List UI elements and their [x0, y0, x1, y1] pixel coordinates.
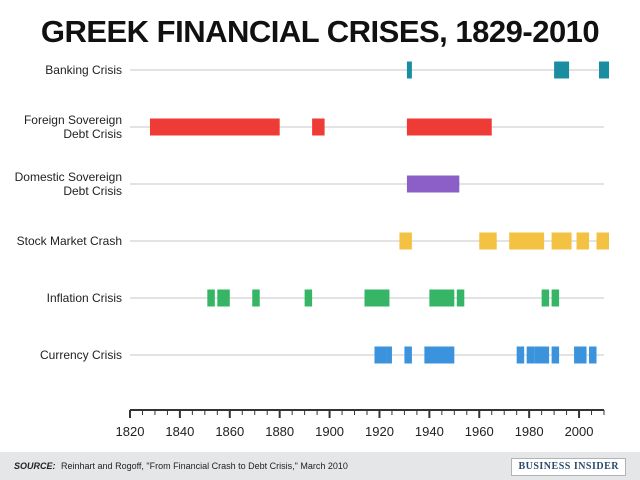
- series-label-line: Domestic Sovereign: [15, 170, 122, 184]
- crisis-period-bar: [509, 232, 545, 250]
- source-label: SOURCE:: [14, 461, 56, 471]
- series-label-line: Debt Crisis: [63, 184, 122, 198]
- crisis-period-bar: [312, 118, 325, 136]
- x-tick-label: 1860: [215, 424, 244, 439]
- crisis-period-bar: [596, 232, 609, 250]
- x-tick-label: 1840: [165, 424, 194, 439]
- series-label: Stock Market Crash: [17, 234, 122, 248]
- x-tick-label: 2000: [565, 424, 594, 439]
- crisis-period-bar: [386, 346, 392, 364]
- crisis-period-bar: [534, 346, 550, 364]
- source-note: SOURCE: Reinhart and Rogoff, "From Finan…: [14, 461, 348, 471]
- brand-logo: BUSINESS INSIDER: [511, 458, 626, 476]
- crisis-period-bar: [217, 289, 230, 307]
- crisis-period-bar: [479, 232, 497, 250]
- crisis-period-bar: [379, 289, 390, 307]
- crisis-period-bar: [424, 346, 455, 364]
- crisis-period-bar: [406, 61, 412, 79]
- crisis-period-bar: [399, 232, 412, 250]
- x-tick-label: 1820: [116, 424, 145, 439]
- crisis-period-bar: [554, 61, 570, 79]
- series-label-line: Foreign Sovereign: [24, 113, 122, 127]
- chart-title: GREEK FINANCIAL CRISES, 1829-2010: [40, 14, 600, 49]
- series-label-line: Stock Market Crash: [17, 234, 122, 248]
- crisis-period-bar: [576, 232, 590, 250]
- crisis-period-bar: [149, 118, 280, 136]
- crisis-period-bar: [541, 289, 550, 307]
- series-label-line: Banking Crisis: [45, 63, 122, 77]
- crisis-period-bar: [406, 175, 460, 193]
- crisis-period-bar: [526, 346, 535, 364]
- series-label-line: Inflation Crisis: [47, 291, 122, 305]
- series-label-line: Currency Crisis: [40, 348, 122, 362]
- crisis-period-bar: [252, 289, 260, 307]
- series-label: Banking Crisis: [45, 63, 122, 77]
- crisis-period-bar: [374, 346, 387, 364]
- crisis-period-bar: [551, 346, 560, 364]
- x-tick-label: 1960: [465, 424, 494, 439]
- crisis-period-bar: [364, 289, 380, 307]
- crisis-period-bar: [574, 346, 587, 364]
- crisis-period-bar: [404, 346, 412, 364]
- crisis-period-bar: [551, 289, 560, 307]
- crisis-period-bar: [429, 289, 455, 307]
- series-label-line: Debt Crisis: [63, 127, 122, 141]
- crisis-period-bar: [304, 289, 313, 307]
- series-label: Inflation Crisis: [47, 291, 122, 305]
- crisis-period-bar: [599, 61, 609, 79]
- crisis-period-bar: [551, 232, 572, 250]
- x-tick-label: 1920: [365, 424, 394, 439]
- x-tick-label: 1980: [515, 424, 544, 439]
- x-tick-label: 1900: [315, 424, 344, 439]
- source-citation: Reinhart and Rogoff, "From Financial Cra…: [61, 461, 348, 471]
- x-tick-label: 1880: [265, 424, 294, 439]
- crisis-period-bar: [456, 289, 465, 307]
- series-label: Domestic Sovereign Debt Crisis: [15, 170, 122, 198]
- footer: SOURCE: Reinhart and Rogoff, "From Finan…: [0, 452, 640, 480]
- crisis-period-bar: [207, 289, 215, 307]
- crisis-period-bar: [516, 346, 525, 364]
- crisis-period-bar: [406, 118, 492, 136]
- series-label: Foreign Sovereign Debt Crisis: [24, 113, 122, 141]
- x-tick-label: 1940: [415, 424, 444, 439]
- series-label: Currency Crisis: [40, 348, 122, 362]
- crisis-period-bar: [589, 346, 597, 364]
